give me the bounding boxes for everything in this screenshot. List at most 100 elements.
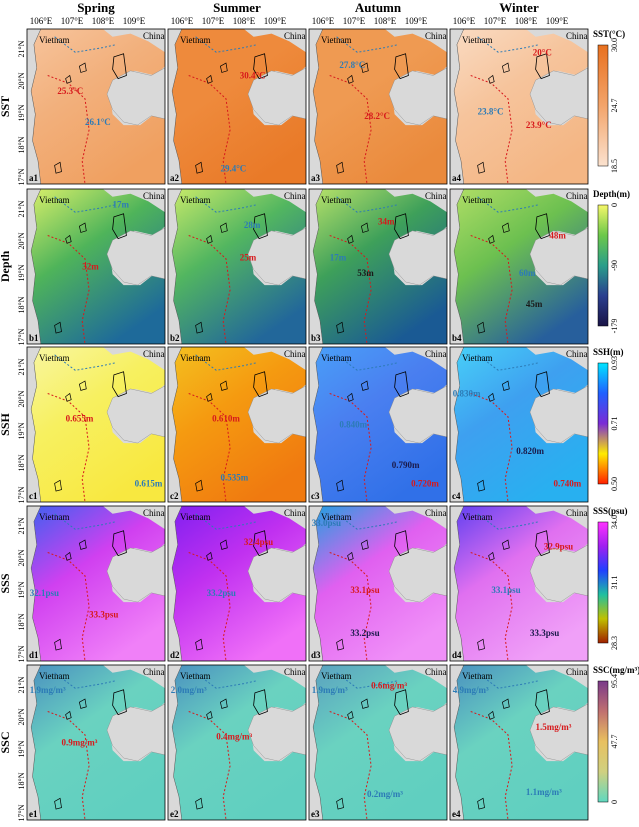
contour-line [336,672,399,689]
lon-tick: 107°E [61,16,84,26]
contour-line [470,393,513,502]
colorbar-tick: 95.4 [610,674,619,688]
panel-id-label: a1 [29,173,39,183]
colorbar-ramp [597,44,609,167]
panel-frame [167,346,307,503]
colorbar-tick: -179 [610,319,619,334]
panel-d4: Vietnam China 32.9psu 33.1psu 33.3psu d4 [449,505,589,662]
mpa-outline [54,479,62,492]
mpa-outline [206,710,213,720]
mpa-outline [112,689,127,716]
mpa-outline [347,392,354,402]
panel-d1: Vietnam China 21°N 20°N 19°N 18°N 17°N 32.1psu 3… [17,505,166,662]
lat-tick: 19°N [17,740,26,757]
mpa-outline [336,479,344,492]
lat-tick: 18°N [17,454,26,471]
contour-line [188,552,231,661]
mpa-outline [535,371,550,398]
mpa-outline [220,539,228,550]
panel-frame [26,505,166,662]
label-china: China [425,349,447,359]
mpa-outline [195,638,203,651]
lat-tick: 20°N [17,390,26,407]
contour-annotation: 0.655m [66,413,94,423]
panel-b1: Vietnam China 21°N 20°N 19°N 18°N 17°N 17m 32m b1 [17,188,166,345]
hainan-island [388,703,447,762]
lat-tick: 19°N [17,104,26,121]
label-vietnam: Vietnam [39,353,69,363]
panel-id-label: a3 [311,173,321,183]
lat-tick: 21°N [17,517,26,534]
contour-annotation: 33.0psu [312,518,341,528]
panel-frame [26,346,166,503]
lat-tick: 20°N [17,708,26,725]
contour-line [54,354,117,371]
label-vietnam: Vietnam [39,35,69,45]
mpa-outline [65,710,72,720]
label-china: China [425,191,447,201]
panel-frame [167,188,307,345]
lat-tick: 19°N [17,422,26,439]
colorbar-tick: -90 [610,260,619,271]
contour-line [470,711,513,820]
mpa-outline [477,161,485,174]
contour-line [188,235,231,344]
label-vietnam: Vietnam [180,195,210,205]
colorbar-tick: 0.71 [610,417,619,431]
colorbar-title: SSC(mg/m³) [593,665,639,675]
sea-field [31,347,165,502]
sea-field [31,29,165,184]
mpa-outline [112,53,127,80]
lon-tick: 106°E [453,16,476,26]
panel-frame [308,188,448,345]
lon-tick: 108°E [233,16,256,26]
contour-line [336,513,399,530]
contour-line [54,196,117,213]
panel-b2: Vietnam China 28m 25m b2 [167,188,307,345]
contour-line [477,513,540,530]
contour-line [329,552,372,661]
contour-annotation: 0.535m [220,472,248,482]
mpa-outline [488,392,495,402]
sea-field [313,506,447,661]
colorbar-title: SSS(psu) [593,506,628,516]
contour-annotation: 53m [357,268,374,278]
sea-field [31,506,165,661]
lon-tick: 107°E [343,16,366,26]
lon-tick: 107°E [202,16,225,26]
contour-line [195,36,258,53]
lat-tick: 21°N [17,40,26,57]
mpa-outline [220,222,228,233]
contour-annotation: 28.2°C [364,111,390,121]
mpa-outline [535,213,550,240]
panel-a2: Vietnam China 30.4°C 29.4°C a2 [167,28,307,185]
contour-annotation: 0.9mg/m³ [62,738,98,748]
sea-field [172,29,306,184]
mpa-outline [206,234,213,244]
hainan-island [247,385,306,444]
lon-tick: 107°E [484,16,507,26]
lat-tick: 18°N [17,296,26,313]
season-title-spring: Spring [77,0,115,15]
panel-id-label: e3 [311,809,320,819]
lon-tick: 109°E [123,16,146,26]
hainan-island [247,67,306,126]
colorbar-tick: 0.50 [610,477,619,491]
contour-annotation: 1.9mg/m³ [312,685,348,695]
hainan-island [106,385,165,444]
hainan-island [529,544,588,603]
label-vietnam: Vietnam [180,353,210,363]
mpa-outline [502,539,510,550]
panel-id-label: b1 [29,333,39,343]
contour-line [47,711,90,820]
contour-line [477,196,540,213]
lat-tick: 20°N [17,232,26,249]
panel-d2: Vietnam China 32.4psu 33.2psu d2 [167,505,307,662]
mpa-outline [488,551,495,561]
lat-tick: 21°N [17,200,26,217]
lat-tick: 17°N [17,168,26,185]
panel-e4: Vietnam China 4.9mg/m³ 1.5mg/m³ 1.1mg/m³ e4 [449,664,589,821]
contour-line [47,393,90,502]
panel-id-label: d4 [452,650,462,660]
